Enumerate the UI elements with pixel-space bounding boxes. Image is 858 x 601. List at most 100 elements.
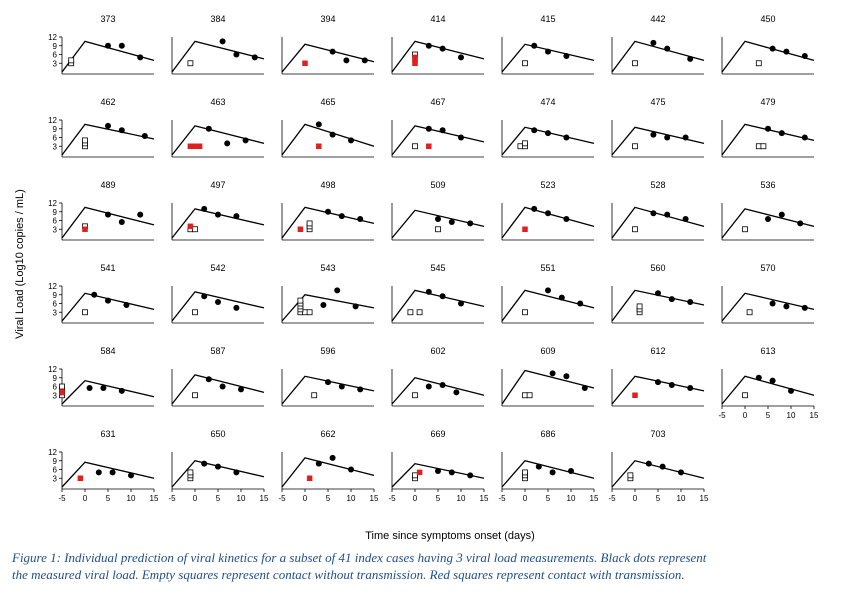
viral-kinetics-curve: [501, 289, 595, 322]
measured-viral-load-dot: [329, 48, 336, 55]
x-tick-label: 10: [237, 494, 246, 503]
measured-viral-load-dot: [425, 383, 432, 390]
x-tick-label: 15: [260, 494, 269, 503]
y-tick-label: 3: [53, 391, 58, 400]
x-tick-label: 5: [546, 494, 551, 503]
x-tick-label: -5: [608, 494, 616, 503]
x-tick-label: 5: [326, 494, 331, 503]
panel-title: 479: [760, 97, 775, 107]
measured-viral-load-dot: [435, 216, 441, 223]
measured-viral-load-dot: [545, 130, 551, 137]
viral-kinetics-curve: [721, 208, 815, 239]
panel-title: 602: [430, 346, 445, 356]
measured-viral-load-dot: [118, 127, 125, 134]
panel-title: 489: [100, 180, 115, 190]
viral-kinetics-curve: [281, 43, 375, 73]
measured-viral-load-dot: [343, 57, 350, 64]
viral-kinetics-curve: [611, 206, 705, 239]
x-axis-label: Time since symptoms onset (days): [365, 530, 535, 542]
measured-viral-load-dot: [563, 373, 570, 380]
panel-title: 498: [320, 180, 335, 190]
x-tick-label: 0: [743, 411, 748, 420]
panel-title: 462: [100, 97, 115, 107]
contact-no-transmission-square: [192, 309, 198, 316]
measured-viral-load-dot: [531, 42, 538, 49]
x-tick-label: 10: [567, 494, 576, 503]
panel-title: 560: [650, 263, 665, 273]
measured-viral-load-dot: [545, 287, 551, 294]
contact-no-transmission-square: [755, 60, 762, 67]
viral-kinetics-curve: [391, 289, 485, 322]
measured-viral-load-dot: [201, 460, 208, 467]
panel-title: 551: [540, 263, 555, 273]
contact-transmission-square: [297, 226, 304, 232]
contact-no-transmission-square: [746, 309, 753, 316]
x-tick-label: 15: [810, 411, 819, 420]
y-tick-label: 6: [53, 466, 58, 475]
contact-transmission-square: [82, 226, 88, 232]
measured-viral-load-dot: [650, 39, 657, 46]
measured-viral-load-dot: [329, 131, 336, 138]
x-tick-label: -5: [388, 494, 396, 503]
measured-viral-load-dot: [458, 134, 464, 141]
contact-no-transmission-square: [192, 226, 198, 233]
measured-viral-load-dot: [215, 211, 221, 218]
y-tick-label: 9: [53, 125, 58, 134]
contact-no-transmission-square: [636, 303, 643, 310]
panel-title: 542: [210, 263, 225, 273]
viral-kinetics-curve: [171, 125, 265, 156]
y-tick-label: 12: [48, 365, 57, 374]
caption-line: Figure 1: Individual prediction of viral…: [12, 550, 707, 565]
measured-viral-load-dot: [769, 300, 776, 307]
measured-viral-load-dot: [655, 290, 661, 297]
measured-viral-load-dot: [219, 38, 226, 45]
measured-viral-load-dot: [545, 48, 551, 55]
viral-kinetics-curve: [721, 375, 815, 405]
measured-viral-load-dot: [205, 376, 212, 383]
measured-viral-load-dot: [425, 42, 432, 49]
measured-viral-load-dot: [467, 472, 474, 479]
contact-no-transmission-square: [412, 392, 418, 399]
contact-no-transmission-square: [632, 143, 638, 150]
measured-viral-load-dot: [425, 125, 432, 132]
measured-viral-load-dot: [435, 467, 441, 474]
contact-no-transmission-square: [760, 143, 767, 150]
measured-viral-load-dot: [128, 472, 134, 479]
measured-viral-load-dot: [439, 382, 446, 389]
viral-kinetics-curve: [281, 294, 375, 322]
measured-viral-load-dot: [797, 220, 804, 227]
y-tick-label: 6: [53, 134, 58, 143]
viral-kinetics-curve: [721, 292, 815, 322]
contact-transmission-square: [426, 143, 432, 149]
x-tick-label: -5: [498, 494, 506, 503]
contact-no-transmission-square: [187, 469, 194, 476]
contact-no-transmission-square: [416, 309, 423, 316]
panel-title: 384: [210, 14, 225, 24]
measured-viral-load-dot: [439, 45, 446, 52]
measured-viral-load-dot: [778, 130, 785, 137]
contact-no-transmission-square: [311, 392, 318, 399]
contact-no-transmission-square: [412, 143, 418, 150]
x-tick-label: 10: [127, 494, 136, 503]
measured-viral-load-dot: [95, 469, 102, 476]
measured-viral-load-dot: [242, 137, 249, 144]
panel-title: 528: [650, 180, 665, 190]
viral-kinetics-curve: [61, 123, 155, 156]
x-tick-label: 5: [106, 494, 111, 503]
y-axis-label: Viral Load (Log10 copies / mL): [14, 189, 26, 339]
panel-title: 465: [320, 97, 335, 107]
measured-viral-load-dot: [801, 134, 808, 141]
measured-viral-load-dot: [664, 45, 671, 52]
measured-viral-load-dot: [315, 460, 322, 467]
viral-kinetics-curve: [391, 462, 485, 488]
contact-no-transmission-square: [68, 57, 75, 64]
contact-transmission-square: [522, 226, 528, 232]
measured-viral-load-dot: [545, 210, 551, 217]
measured-viral-load-dot: [765, 216, 771, 223]
panel-title: 612: [650, 346, 665, 356]
viral-kinetics-curve: [611, 289, 705, 322]
panel-title: 669: [430, 429, 445, 439]
measured-viral-load-dot: [650, 210, 657, 217]
x-tick-label: 10: [677, 494, 686, 503]
contact-no-transmission-square: [306, 220, 313, 227]
